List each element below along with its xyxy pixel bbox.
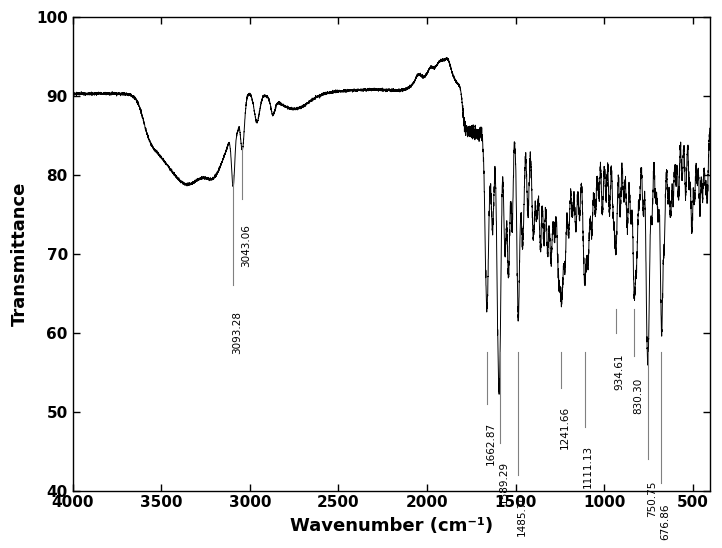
Text: 1111.13: 1111.13: [583, 446, 593, 488]
Text: 934.61: 934.61: [614, 354, 625, 390]
Text: 750.75: 750.75: [647, 480, 657, 517]
Text: 3043.06: 3043.06: [241, 225, 251, 267]
Text: 830.30: 830.30: [633, 378, 643, 414]
Text: 676.86: 676.86: [660, 504, 670, 540]
Text: 3093.28: 3093.28: [232, 311, 242, 354]
Text: 1662.87: 1662.87: [485, 421, 495, 465]
Y-axis label: Transmittance: Transmittance: [11, 181, 29, 326]
X-axis label: Wavenumber (cm⁻¹): Wavenumber (cm⁻¹): [290, 517, 493, 535]
Text: 1241.66: 1241.66: [560, 406, 570, 449]
Text: 1485.70: 1485.70: [517, 493, 527, 536]
Text: 1589.29: 1589.29: [498, 461, 508, 504]
